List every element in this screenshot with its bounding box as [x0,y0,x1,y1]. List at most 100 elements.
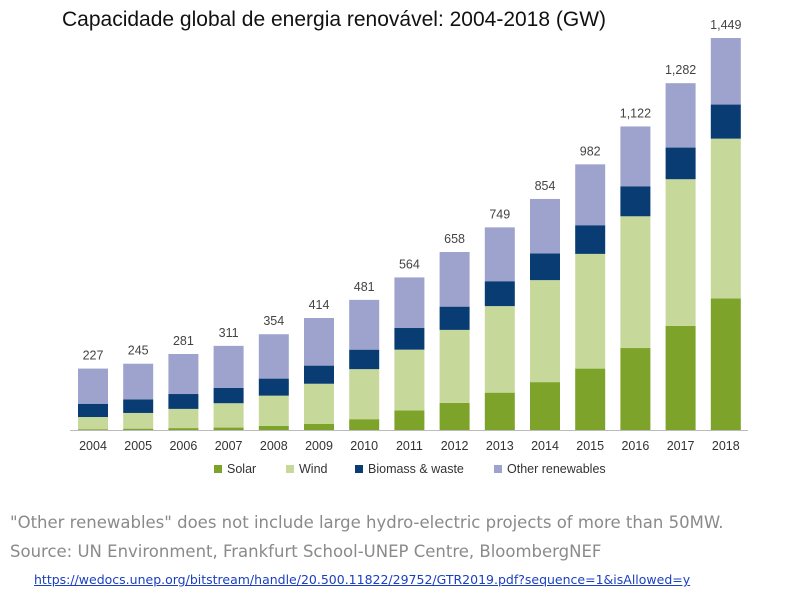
x-tick-label-2005: 2005 [124,439,152,453]
total-label-2009: 414 [309,298,330,312]
legend-swatch-other-renewables [494,465,502,473]
bar-segment-biomass-waste-2004 [78,403,108,418]
legend-label-wind: Wind [299,462,328,476]
bar-segment-solar-2009 [304,423,334,430]
total-label-2004: 227 [83,349,104,363]
source-link[interactable]: https://wedocs.unep.org/bitstream/handle… [34,572,691,587]
source-note: Source: UN Environment, Frankfurt School… [10,542,602,561]
x-tick-label-2010: 2010 [350,439,378,453]
x-tick-label-2006: 2006 [169,439,197,453]
total-label-2011: 564 [399,257,420,271]
bar-segment-wind-2013 [484,306,515,393]
bar-segment-other-renewables-2013 [484,227,515,282]
bar-segment-other-renewables-2006 [168,353,199,395]
bar-segment-biomass-waste-2013 [484,281,515,307]
x-tick-label-2009: 2009 [305,439,333,453]
bar-segment-biomass-waste-2005 [123,399,154,413]
total-label-2018: 1,449 [710,18,741,32]
bar-segment-other-renewables-2018 [710,38,741,105]
total-label-2012: 658 [444,232,465,246]
bar-segment-biomass-waste-2018 [710,104,741,139]
total-label-2005: 245 [128,344,149,358]
bar-segment-solar-2007 [213,427,244,430]
legend-swatch-solar [214,465,222,473]
bar-segment-wind-2009 [304,383,334,424]
bar-segment-other-renewables-2012 [439,251,470,307]
bar-segment-solar-2011 [394,410,425,430]
bar-segment-biomass-waste-2010 [349,349,380,370]
legend-label-other-renewables: Other renewables [507,462,606,476]
bar-segment-wind-2012 [439,329,470,403]
bar-segment-other-renewables-2008 [258,334,289,379]
total-label-2017: 1,282 [665,63,696,77]
x-tick-label-2012: 2012 [441,439,469,453]
bar-segment-other-renewables-2014 [530,198,560,254]
bar-segment-other-renewables-2016 [620,126,651,187]
bar-segment-biomass-waste-2011 [394,328,425,350]
bar-segment-solar-2013 [484,392,515,430]
total-label-2007: 311 [219,326,239,340]
x-tick-label-2015: 2015 [576,439,604,453]
bar-segment-other-renewables-2004 [78,368,108,404]
total-label-2010: 481 [354,280,375,294]
bar-segment-biomass-waste-2015 [575,225,606,254]
bar-segment-other-renewables-2011 [394,277,425,329]
x-tick-label-2008: 2008 [260,439,288,453]
bar-segment-solar-2017 [665,325,696,430]
legend-label-biomass-waste: Biomass & waste [368,462,464,476]
bar-segment-biomass-waste-2007 [213,387,244,404]
x-tick-label-2011: 2011 [396,439,423,453]
bar-segment-other-renewables-2007 [213,345,244,388]
bar-segment-other-renewables-2005 [123,363,154,400]
total-label-2014: 854 [535,179,556,193]
bar-segment-solar-2018 [710,298,741,430]
legend-swatch-biomass-waste [355,465,363,473]
bar-segment-other-renewables-2017 [665,83,696,148]
footnote-other-renewables: "Other renewables" does not include larg… [10,513,724,532]
bar-segment-wind-2011 [394,349,425,411]
x-tick-label-2007: 2007 [215,439,243,453]
total-label-2013: 749 [489,207,510,221]
bar-segment-solar-2016 [620,348,651,430]
bar-segment-wind-2006 [168,408,199,429]
bar-segment-biomass-waste-2008 [258,378,289,396]
total-label-2015: 982 [580,144,601,158]
total-label-2006: 281 [173,334,194,348]
bar-segment-wind-2007 [213,403,244,428]
bar-segment-wind-2004 [78,417,108,430]
bar-segment-wind-2005 [123,412,154,429]
stacked-bar-chart: 227 2004 245 2005 281 2006 311 2007 354 2008 414 20… [70,18,748,476]
bar-segment-biomass-waste-2014 [530,253,560,281]
x-tick-label-2018: 2018 [712,439,740,453]
legend-swatch-wind [286,465,294,473]
legend-label-solar: Solar [227,462,256,476]
x-tick-label-2004: 2004 [79,439,107,453]
x-tick-label-2016: 2016 [621,439,649,453]
chart-title: Capacidade global de energia renovável: … [62,8,607,31]
bar-segment-biomass-waste-2006 [168,394,199,409]
bar-segment-solar-2004 [78,429,108,430]
x-tick-label-2014: 2014 [531,439,559,453]
bar-segment-wind-2018 [710,138,741,299]
bar-segment-wind-2010 [349,369,380,420]
bar-segment-other-renewables-2015 [575,164,606,226]
bar-segment-other-renewables-2010 [349,299,380,350]
x-tick-label-2017: 2017 [667,439,695,453]
bar-segment-solar-2014 [530,382,560,430]
bar-segment-biomass-waste-2017 [665,147,696,180]
bar-segment-solar-2006 [168,428,199,430]
x-tick-label-2013: 2013 [486,439,514,453]
bar-segment-solar-2012 [439,402,470,430]
bar-segment-solar-2010 [349,419,380,430]
bar-segment-biomass-waste-2009 [304,365,334,384]
bar-segment-wind-2017 [665,179,696,326]
bar-segment-wind-2015 [575,253,606,369]
bar-segment-solar-2005 [123,428,154,430]
bar-segment-other-renewables-2009 [304,318,334,366]
total-label-2008: 354 [263,314,284,328]
bar-segment-biomass-waste-2016 [620,186,651,217]
bar-segment-solar-2015 [575,368,606,430]
bar-segment-wind-2016 [620,216,651,349]
bar-segment-solar-2008 [258,425,289,430]
total-label-2016: 1,122 [620,106,651,120]
